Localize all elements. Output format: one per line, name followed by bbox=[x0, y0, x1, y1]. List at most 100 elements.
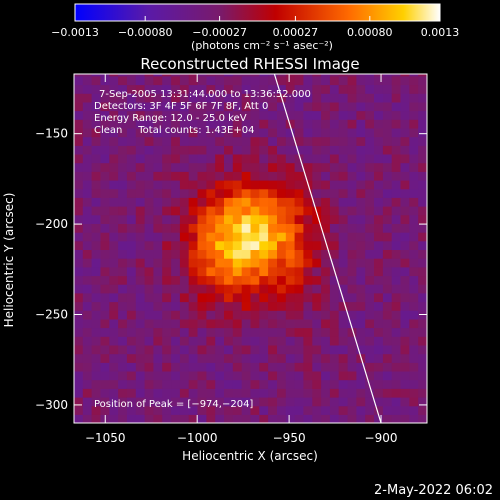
heatmap-cell bbox=[197, 162, 207, 172]
heatmap-cell bbox=[347, 405, 357, 415]
heatmap-cell bbox=[118, 240, 128, 250]
heatmap-cell bbox=[109, 136, 119, 146]
heatmap-cell bbox=[338, 127, 349, 138]
heatmap-cell bbox=[391, 310, 402, 320]
heatmap-cell bbox=[162, 93, 172, 103]
heatmap-cell bbox=[312, 284, 322, 294]
heatmap-cell bbox=[338, 153, 349, 164]
heatmap-cell bbox=[109, 74, 119, 77]
heatmap-cell bbox=[153, 284, 163, 294]
heatmap-cell bbox=[109, 127, 119, 138]
heatmap-cell bbox=[365, 214, 375, 224]
heatmap-cell bbox=[356, 266, 366, 277]
heatmap-cell bbox=[374, 171, 384, 181]
heatmap-cell bbox=[224, 266, 234, 277]
heatmap-cell bbox=[329, 388, 340, 398]
heatmap-cell bbox=[188, 84, 199, 94]
heatmap-cell bbox=[241, 266, 252, 277]
heatmap-cell bbox=[347, 84, 357, 94]
heatmap-cell bbox=[250, 353, 260, 363]
heatmap-cell bbox=[82, 336, 93, 346]
heatmap-cell bbox=[356, 153, 366, 164]
heatmap-cell bbox=[135, 214, 146, 224]
heatmap-cell bbox=[224, 180, 234, 190]
heatmap-cell bbox=[356, 127, 366, 138]
heatmap-cell bbox=[232, 206, 243, 216]
heatmap-cell bbox=[382, 93, 393, 103]
heatmap-cell bbox=[268, 153, 278, 164]
heatmap-cell bbox=[197, 379, 207, 389]
heatmap-cell bbox=[268, 258, 278, 268]
heatmap-cell bbox=[144, 171, 154, 181]
heatmap-cell bbox=[418, 171, 427, 181]
heatmap-cell bbox=[382, 145, 393, 155]
heatmap-cell bbox=[241, 127, 252, 138]
heatmap-cell bbox=[126, 414, 137, 423]
heatmap-cell bbox=[197, 214, 207, 224]
heatmap-cell bbox=[74, 362, 84, 372]
heatmap-cell bbox=[153, 188, 163, 198]
heatmap-cell bbox=[206, 171, 216, 181]
heatmap-cell bbox=[277, 405, 287, 415]
heatmap-cell bbox=[206, 414, 216, 423]
heatmap-cell bbox=[118, 379, 128, 389]
heatmap-cell bbox=[82, 327, 93, 337]
heatmap-cell bbox=[171, 292, 181, 303]
heatmap-cell bbox=[303, 119, 313, 129]
heatmap-cell bbox=[382, 405, 393, 415]
heatmap-cell bbox=[144, 206, 154, 216]
heatmap-cell bbox=[144, 119, 154, 129]
heatmap-cell bbox=[259, 93, 269, 103]
heatmap-cell bbox=[365, 136, 375, 146]
heatmap-cell bbox=[224, 214, 234, 224]
heatmap-cell bbox=[91, 284, 101, 294]
heatmap-cell bbox=[91, 127, 101, 138]
heatmap-cell bbox=[197, 110, 207, 120]
heatmap-cell bbox=[135, 206, 146, 216]
heatmap-cell bbox=[347, 379, 357, 389]
heatmap-cell bbox=[144, 310, 154, 320]
heatmap-cell bbox=[321, 145, 331, 155]
heatmap-cell bbox=[365, 110, 375, 120]
heatmap-cell bbox=[224, 414, 234, 423]
heatmap-cell bbox=[418, 162, 427, 172]
heatmap-cell bbox=[356, 223, 366, 233]
heatmap-cell bbox=[365, 388, 375, 398]
heatmap-cell bbox=[321, 84, 331, 94]
heatmap-cell bbox=[153, 223, 163, 233]
heatmap-cell bbox=[188, 292, 199, 303]
heatmap-cell bbox=[329, 362, 340, 372]
heatmap-cell bbox=[179, 197, 190, 207]
heatmap-cell bbox=[303, 327, 313, 337]
heatmap-cell bbox=[400, 188, 410, 198]
heatmap-cell bbox=[374, 188, 384, 198]
heatmap-cell bbox=[268, 284, 278, 294]
heatmap-cell bbox=[365, 327, 375, 337]
heatmap-cell bbox=[250, 127, 260, 138]
heatmap-cell bbox=[100, 153, 110, 164]
heatmap-cell bbox=[126, 240, 137, 250]
heatmap-cell bbox=[268, 310, 278, 320]
heatmap-cell bbox=[215, 145, 225, 155]
heatmap-cell bbox=[197, 318, 207, 329]
heatmap-cell bbox=[294, 171, 304, 181]
heatmap-cell bbox=[400, 110, 410, 120]
heatmap-cell bbox=[312, 171, 322, 181]
heatmap-cell bbox=[321, 362, 331, 372]
heatmap-cell bbox=[418, 197, 427, 207]
heatmap-cell bbox=[126, 362, 137, 372]
heatmap-cell bbox=[118, 310, 128, 320]
heatmap-cell bbox=[303, 214, 313, 224]
heatmap-cell bbox=[374, 336, 384, 346]
heatmap-cell bbox=[374, 344, 384, 355]
heatmap-cell bbox=[82, 162, 93, 172]
heatmap-cell bbox=[347, 388, 357, 398]
heatmap-cell bbox=[277, 145, 287, 155]
heatmap-cell bbox=[206, 266, 216, 277]
heatmap-cell bbox=[118, 370, 128, 381]
heatmap-cell bbox=[126, 188, 137, 198]
heatmap-cell bbox=[409, 180, 419, 190]
heatmap-cell bbox=[321, 162, 331, 172]
heatmap-cell bbox=[391, 318, 402, 329]
heatmap-cell bbox=[312, 336, 322, 346]
